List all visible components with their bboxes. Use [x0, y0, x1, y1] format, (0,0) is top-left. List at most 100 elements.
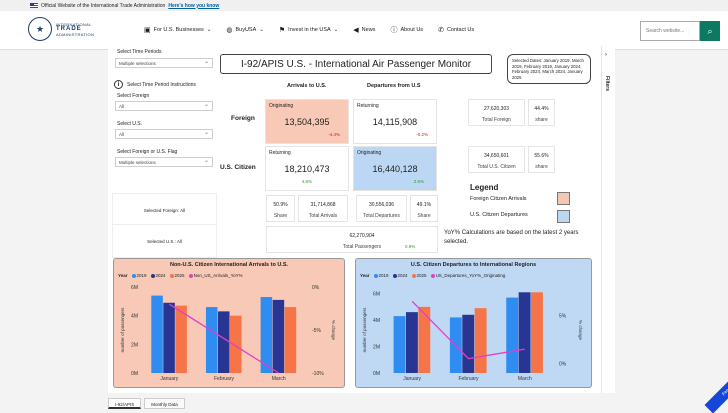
- chart-legend: Year 2019 2024 2025 Non_US_Arrivals_YoY%: [118, 273, 243, 278]
- chevron-down-icon: ⌄: [206, 27, 212, 33]
- total-us-card: 34,650,601 Total U.S. Citizen: [468, 146, 525, 173]
- us-arrivals-card: Returning 18,210,473 4.8%: [265, 146, 349, 191]
- x-tick-label: March: [272, 376, 286, 382]
- heres-how-you-know-link[interactable]: Here's how you know: [168, 2, 220, 9]
- y-tick-label: 2M: [131, 342, 138, 348]
- bar-2024-january: [405, 312, 418, 373]
- arrivals-header: Arrivals to U.S.: [287, 83, 327, 89]
- selected-dates: Selected Dates: January 2019, March 2019…: [507, 54, 591, 84]
- select-us-label: Select U.S.: [117, 121, 143, 127]
- y-right-tick-label: -5%: [312, 328, 321, 334]
- filters-label: Filters: [604, 76, 610, 92]
- departures-chart-svg: 0M 2M 4M 6M 0% 5% number of passengers % change…: [362, 292, 583, 382]
- search-icon: ⌕: [707, 25, 713, 36]
- select-flag-label: Select Foreign or U.S. Flag: [117, 149, 178, 155]
- legend-departures-swatch: [557, 210, 570, 223]
- y-tick-label: 4M: [373, 318, 380, 324]
- megaphone-icon: ◀: [353, 27, 359, 34]
- nav-for-us-businesses[interactable]: ▣ For U.S. Businesses ⌄: [144, 27, 212, 34]
- select-foreign-dropdown[interactable]: All: [115, 101, 213, 111]
- us-flag-icon: [30, 3, 38, 8]
- time-periods-dropdown[interactable]: Multiple selections: [115, 58, 213, 68]
- nav-invest-in-the-usa[interactable]: ⚑ Invest in the USA ⌄: [278, 27, 339, 34]
- foreign-arrivals-card: Originating 13,504,395 -4.4%: [265, 99, 349, 144]
- y-tick-label: 0M: [131, 371, 138, 377]
- us-departures-card: Originating 16,440,128 2.5%: [353, 146, 437, 191]
- us-share-card: 55.6% share: [528, 146, 555, 173]
- tab-i92-apis[interactable]: I-92/APIS: [108, 398, 142, 409]
- total-foreign-card: 27,620,303 Total Foreign: [468, 99, 525, 126]
- arrivals-chart-svg: 0M 2M 4M 6M 0% -5% -10% number of passengers % c…: [120, 285, 336, 382]
- x-tick-label: March: [518, 376, 532, 382]
- search-button[interactable]: ⌕: [700, 21, 720, 41]
- main-nav: ▣ For U.S. Businesses ⌄ ◍ BuyUSA ⌄ ⚑ Invest i…: [144, 25, 474, 35]
- flag-icon: ⚑: [278, 27, 286, 34]
- nav-buyusa[interactable]: ◍ BuyUSA ⌄: [226, 27, 264, 34]
- nav-news[interactable]: ◀ News: [353, 27, 376, 34]
- foreign-departures-card: Returning 14,115,908 -0.2%: [353, 99, 437, 144]
- total-arrivals-card: 31,714,868 Total Arrivals: [298, 195, 348, 222]
- departures-chart-panel: U.S. Citizen Departures to International…: [355, 258, 592, 388]
- globe-icon: ◍: [226, 27, 233, 34]
- search-input[interactable]: Search website...: [640, 21, 700, 41]
- yoy-line: [411, 300, 525, 360]
- y-right-tick-label: -10%: [312, 371, 324, 377]
- select-foreign-label: Select Foreign: [117, 93, 150, 99]
- x-tick-label: February: [458, 376, 479, 382]
- y-right-axis-label: % change: [578, 320, 583, 341]
- select-flag-dropdown[interactable]: Multiple selections: [115, 157, 213, 167]
- gov-banner: Official Website of the International Tr…: [0, 0, 728, 11]
- selected-us-box: Selected U.S.: All: [112, 224, 217, 258]
- chart-legend: Year 2019 2024 2025 US_Departures_YoY%_O…: [360, 273, 506, 278]
- logo-line-3: ADMINISTRATION: [56, 31, 95, 37]
- report-tabs: I-92/APIS Monthly Data: [108, 398, 188, 409]
- selected-foreign-box: Selected Foreign: All: [112, 193, 217, 227]
- x-tick-label: February: [214, 376, 235, 382]
- phone-icon: ✆: [438, 27, 444, 34]
- x-tick-label: January: [403, 376, 421, 382]
- filters-pane[interactable]: › Filters: [601, 46, 615, 393]
- chart-title: U.S. Citizen Departures to International…: [410, 262, 537, 268]
- feedback-button[interactable]: Feedback: [704, 362, 728, 413]
- bar-2024-february: [462, 314, 475, 373]
- instructions-label: Select Time Period Instructions: [127, 82, 196, 88]
- logo-line-1: INTERNATIONAL: [56, 21, 92, 27]
- seal-icon: ★: [28, 17, 52, 41]
- y-right-tick-label: 0%: [312, 285, 320, 291]
- yoy-note: YoY% Calculations are based on the lates…: [444, 230, 579, 245]
- x-tick-label: January: [160, 376, 178, 382]
- y-right-tick-label: 0%: [559, 361, 567, 367]
- tab-monthly-data[interactable]: Monthly Data: [144, 398, 185, 409]
- foreign-row-header: Foreign: [231, 115, 255, 122]
- ita-logo[interactable]: ★ INTERNATIONAL TRADE ADMINISTRATION: [28, 17, 94, 41]
- legend-arrivals-label: Foreign Citizen Arrivals: [470, 196, 527, 202]
- foreign-share-card: 44.4% share: [528, 99, 555, 126]
- gov-banner-text: Official Website of the International Tr…: [41, 2, 166, 9]
- bar-2025-january: [175, 305, 187, 373]
- legend-arrivals-swatch: [557, 192, 570, 205]
- bar-2025-february: [230, 315, 242, 373]
- y-tick-label: 6M: [131, 285, 138, 291]
- bar-2019-march: [506, 297, 519, 373]
- collapse-arrow-icon: ›: [605, 52, 607, 58]
- departures-header: Departures from U.S: [367, 83, 421, 89]
- arrivals-share-card: 50.9% Share: [266, 195, 295, 222]
- bar-2025-march: [284, 307, 297, 373]
- logo-line-2: TRADE: [56, 25, 82, 32]
- bar-2019-january: [393, 316, 406, 373]
- info-icon[interactable]: i: [114, 80, 123, 89]
- time-periods-label: Select Time Periods: [117, 49, 162, 55]
- site-header: ★ INTERNATIONAL TRADE ADMINISTRATION ▣ Fo…: [0, 11, 728, 50]
- nav-contact-us[interactable]: ✆ Contact Us: [438, 27, 475, 34]
- nav-about-us[interactable]: ⓘ About Us: [390, 27, 424, 34]
- chart-title: Non-U.S. Citizen International Arrivals …: [169, 262, 289, 268]
- chevron-down-icon: ⌄: [333, 27, 339, 33]
- us-citizen-row-header: U.S. Citizen: [220, 164, 256, 171]
- y-right-tick-label: 5%: [559, 314, 567, 320]
- bar-2025-march: [531, 292, 543, 373]
- departures-share-card: 49.1% Share: [410, 195, 438, 222]
- bar-2025-january: [418, 306, 431, 373]
- bar-2019-january: [151, 295, 163, 373]
- select-us-dropdown[interactable]: All: [115, 129, 213, 139]
- total-passengers-card: 62,270,904 Total Passengers 0.9%: [266, 226, 438, 253]
